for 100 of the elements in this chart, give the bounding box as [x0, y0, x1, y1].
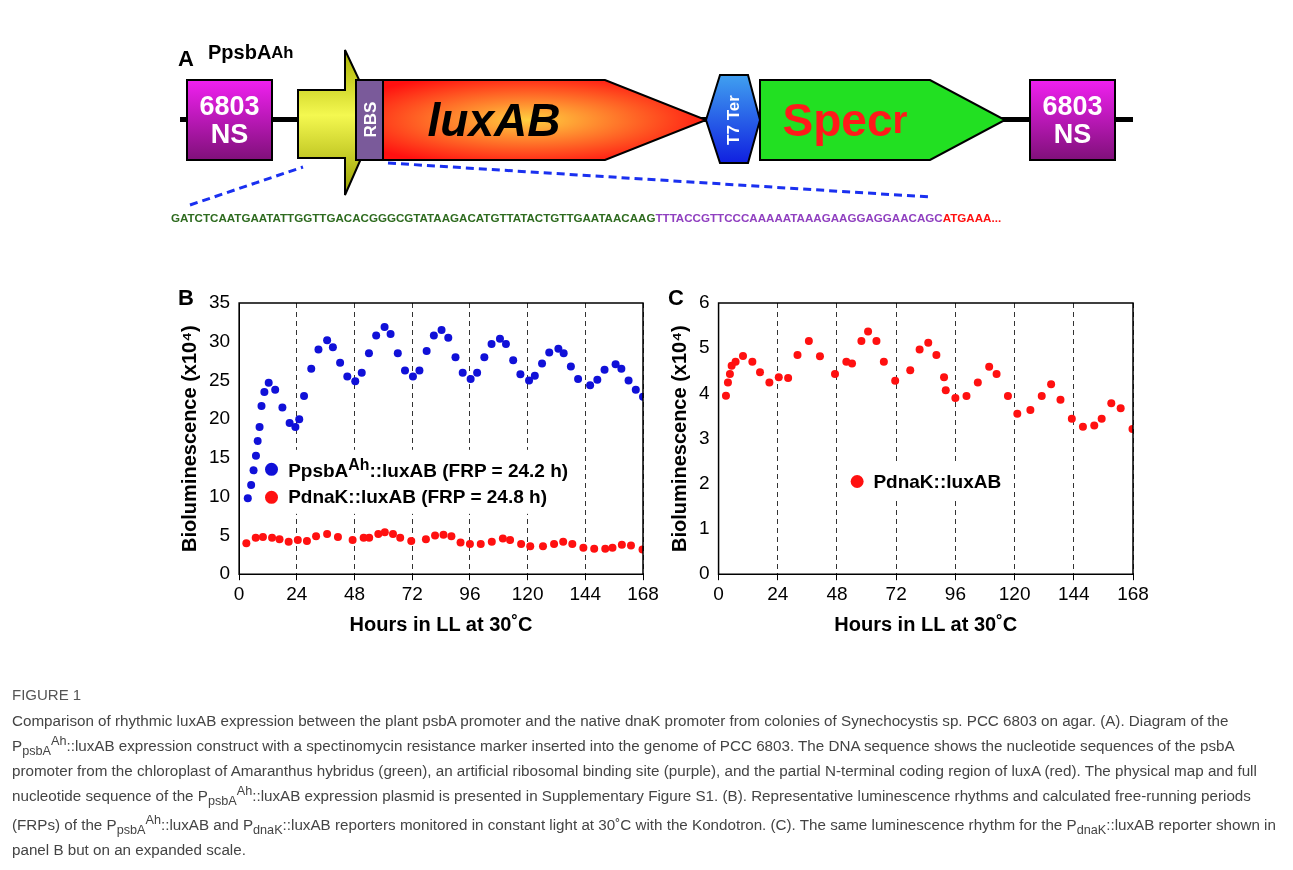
point [962, 392, 971, 401]
x-tick-label: 24 [767, 582, 789, 604]
point [465, 539, 474, 548]
x-tick-label: 144 [569, 582, 602, 604]
x-tick-label: 168 [1117, 582, 1149, 604]
text: T7 Ter [723, 94, 745, 147]
point [626, 541, 635, 550]
point [579, 543, 588, 552]
y-tick-label: 3 [698, 426, 710, 448]
y-tick-label: 0 [698, 562, 710, 584]
point [526, 542, 535, 551]
point [1003, 392, 1012, 401]
point [539, 542, 547, 551]
legend-label: PdnaK::luxAB [873, 470, 1002, 493]
point [1047, 380, 1056, 389]
point [251, 533, 260, 542]
x-tick-label: 72 [885, 582, 907, 604]
point [784, 374, 793, 383]
point [517, 539, 526, 548]
point [731, 357, 740, 366]
point [748, 357, 757, 366]
point [333, 533, 342, 542]
chart-title: C [668, 285, 684, 311]
text: luxAB [426, 92, 562, 148]
point [374, 529, 383, 538]
point [1107, 399, 1116, 408]
x-tick-label: 96 [944, 582, 966, 604]
point [879, 357, 888, 366]
point [725, 369, 734, 378]
legend-label: PdnaK::luxAB (FRP = 24.8 h) [288, 486, 547, 509]
point [1097, 414, 1106, 423]
x-axis-title: Hours in LL at 30˚C [349, 612, 533, 635]
y-tick-label: 5 [698, 336, 710, 358]
x-tick-label: 24 [286, 582, 308, 604]
point [550, 539, 559, 548]
point [924, 338, 933, 347]
point [793, 350, 802, 359]
point [268, 533, 277, 542]
y-axis-title: Bioluminescence (x10⁴) [667, 325, 690, 552]
point [765, 378, 774, 387]
point [568, 539, 577, 548]
x-tick-label: 144 [1057, 582, 1091, 604]
point [447, 532, 456, 541]
point [1037, 392, 1046, 401]
point [312, 532, 321, 541]
text: ATGAAA... [942, 211, 1002, 224]
y-tick-label: 10 [208, 484, 231, 506]
x-tick-label: 0 [233, 582, 245, 604]
point [396, 533, 405, 542]
x-tick-label: 96 [459, 582, 481, 604]
point [1116, 404, 1125, 413]
y-tick-label: 4 [698, 381, 710, 403]
point [590, 544, 599, 553]
y-tick-label: 6 [698, 291, 710, 313]
text: A [178, 46, 194, 72]
point [992, 369, 1001, 378]
x-tick-label: 0 [713, 582, 724, 604]
point [1078, 422, 1087, 431]
point [891, 376, 900, 385]
point [723, 378, 732, 387]
x-tick-label: 48 [826, 582, 848, 604]
point [431, 531, 440, 540]
point [831, 369, 839, 378]
point [756, 368, 765, 377]
x-tick-label: 120 [511, 582, 544, 604]
point [498, 534, 507, 543]
point [365, 533, 374, 542]
point [506, 536, 515, 545]
x-tick-label: 72 [401, 582, 423, 604]
text: TTTACCGTTCCCAAAAATAAAGAAGGAGGAACAGC [655, 211, 943, 224]
point [864, 327, 873, 336]
point [774, 373, 783, 382]
point [388, 529, 397, 538]
point [857, 336, 866, 345]
point [487, 537, 496, 546]
point [559, 537, 568, 546]
y-tick-label: 15 [208, 446, 231, 468]
point [1067, 414, 1076, 423]
y-tick-label: 0 [219, 562, 231, 584]
chart-title: B [178, 285, 194, 311]
y-tick-label: 35 [208, 291, 231, 313]
point [601, 544, 610, 553]
point [804, 336, 813, 345]
point [421, 535, 430, 544]
point [1090, 421, 1099, 430]
text: GATCTCAATGAATATTGGTTGACACGGGCGTATAAGACATGTTATACTGTTGAATAACAAG [171, 211, 656, 224]
point [258, 533, 267, 542]
point [940, 373, 949, 382]
point [284, 537, 293, 546]
point [476, 539, 485, 548]
y-axis-title: Bioluminescence (x10⁴) [177, 325, 200, 552]
legend-label: PpsbA$^{Ah}$::luxAB (FRP = 24.2 h) [288, 455, 569, 483]
point [951, 393, 960, 402]
x-tick-label: 120 [998, 582, 1031, 604]
point [915, 345, 924, 354]
y-tick-label: 2 [698, 472, 710, 494]
y-tick-label: 20 [208, 407, 231, 429]
point [407, 536, 416, 545]
point [985, 362, 994, 371]
point [973, 378, 982, 387]
